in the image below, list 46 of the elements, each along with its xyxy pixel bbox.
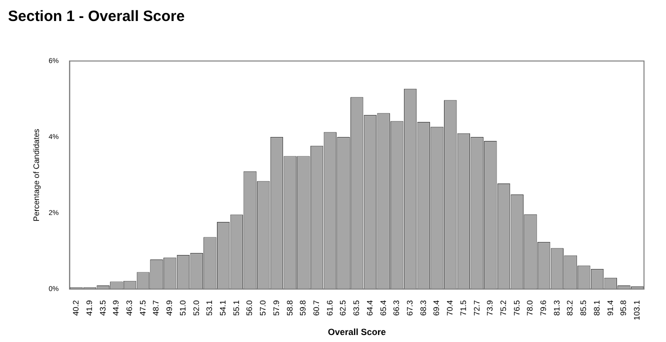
x-tick-label: 62.5 bbox=[338, 300, 348, 316]
y-axis-title: Percentage of Candidates bbox=[32, 128, 42, 222]
x-tick-label: 56.0 bbox=[245, 300, 254, 316]
x-tick-label: 85.5 bbox=[579, 300, 588, 316]
x-tick-label: 58.8 bbox=[285, 300, 294, 316]
x-tick-label: 52.0 bbox=[192, 300, 201, 316]
x-tick-label: 40.2 bbox=[72, 300, 81, 316]
x-tick-label: 54.1 bbox=[218, 300, 228, 316]
x-tick-label: 41.9 bbox=[84, 300, 94, 316]
x-tick-label: 72.7 bbox=[472, 300, 482, 316]
x-tick-label: 57.9 bbox=[272, 300, 281, 316]
x-tick-label: 103.1 bbox=[632, 300, 642, 320]
x-tick-label: 67.3 bbox=[405, 300, 414, 316]
x-tick-label: 65.4 bbox=[378, 300, 388, 316]
x-tick-label: 48.7 bbox=[152, 300, 161, 316]
x-tick-label: 95.8 bbox=[619, 300, 628, 316]
x-tick-label: 46.3 bbox=[125, 300, 134, 316]
x-tick-label: 88.1 bbox=[592, 300, 602, 316]
x-tick-label: 70.4 bbox=[446, 300, 455, 316]
x-tick-label: 83.2 bbox=[566, 300, 575, 316]
x-tick-label: 60.7 bbox=[312, 300, 321, 316]
x-tick-label: 51.0 bbox=[178, 300, 188, 316]
x-tick-label: 69.4 bbox=[432, 300, 442, 316]
x-tick-label: 53.1 bbox=[205, 300, 214, 316]
x-tick-label: 47.5 bbox=[138, 300, 148, 316]
x-tick-label: 81.3 bbox=[552, 300, 562, 316]
x-tick-label: 57.0 bbox=[258, 300, 268, 316]
x-tick-label: 73.9 bbox=[486, 300, 495, 316]
x-axis-title: Overall Score bbox=[328, 327, 386, 338]
x-tick-label: 66.3 bbox=[392, 300, 402, 316]
x-tick-label: 49.9 bbox=[165, 300, 174, 316]
x-tick-label: 79.6 bbox=[539, 300, 548, 316]
x-tick-label: 43.5 bbox=[98, 300, 108, 316]
x-tick-label: 71.5 bbox=[458, 300, 468, 316]
x-tick-label: 64.4 bbox=[365, 300, 374, 316]
x-tick-label: 91.4 bbox=[606, 300, 615, 316]
x-tick-label: 61.6 bbox=[325, 300, 334, 316]
x-tick-label: 76.5 bbox=[512, 300, 522, 316]
chart-title: Section 1 - Overall Score bbox=[8, 8, 185, 25]
x-tick-label: 63.5 bbox=[352, 300, 362, 316]
x-tick-label: 78.0 bbox=[526, 300, 535, 316]
x-tick-label: 75.2 bbox=[498, 300, 508, 316]
x-tick-label: 55.1 bbox=[232, 300, 241, 316]
x-tick-label: 68.3 bbox=[418, 300, 428, 316]
x-tick-label: 59.8 bbox=[298, 300, 308, 316]
x-tick-label: 44.9 bbox=[112, 300, 121, 316]
